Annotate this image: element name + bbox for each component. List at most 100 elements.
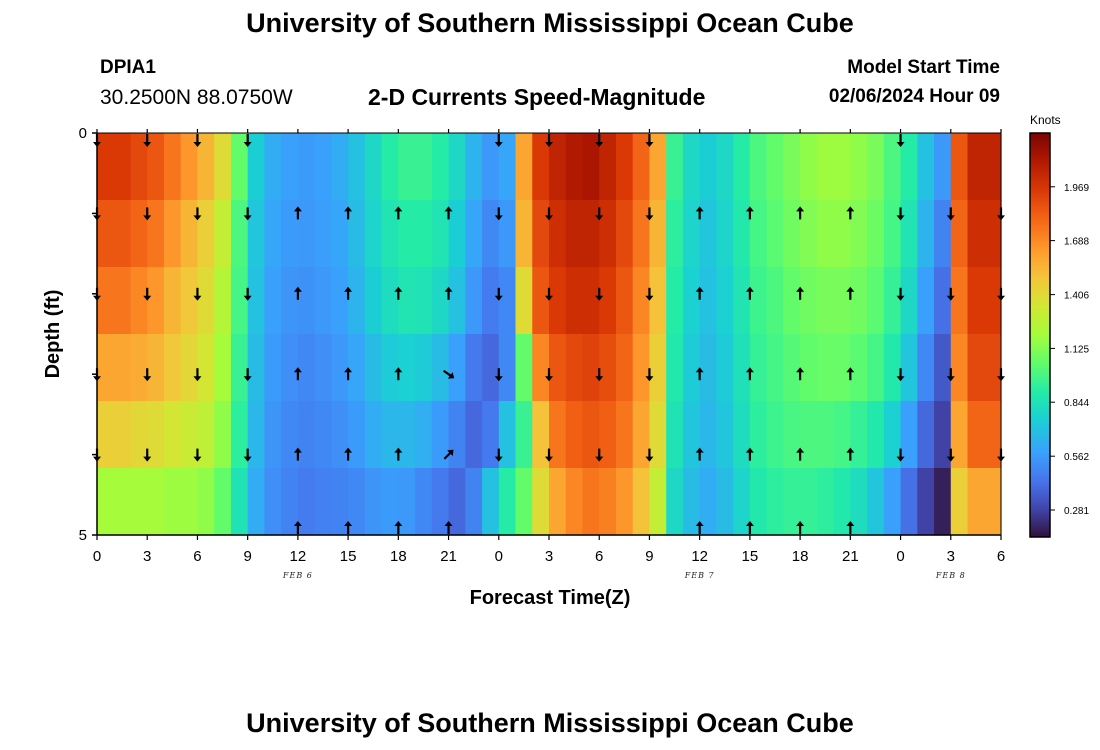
heatmap-cell (950, 334, 969, 402)
heatmap-cell (113, 401, 132, 469)
current-direction-arrow (545, 134, 553, 147)
current-direction-arrow (896, 207, 905, 221)
heatmap-cell (281, 200, 299, 268)
heatmap-cell (130, 200, 148, 268)
current-direction-arrow (695, 367, 704, 381)
heatmap-cell (331, 468, 349, 536)
heatmap-cell (615, 334, 634, 402)
colorbar-gradient (1029, 132, 1051, 538)
heatmap-cell (448, 267, 466, 335)
chart-subtitle: 2-D Currents Speed-Magnitude (368, 84, 706, 110)
heatmap-cell (297, 468, 316, 536)
current-direction-arrow (645, 134, 654, 147)
heatmap-cell (163, 468, 182, 536)
heatmap-cell (264, 468, 282, 536)
heatmap-cell (867, 133, 885, 201)
model-start-value: 02/06/2024 Hour 09 (828, 86, 1000, 107)
heatmap-cell (867, 200, 885, 268)
heatmap-cell (197, 133, 215, 201)
current-direction-arrow (695, 521, 704, 534)
heatmap-cell (816, 267, 835, 335)
current-direction-arrow (143, 287, 152, 301)
current-direction-arrow (444, 286, 453, 300)
current-direction-arrow (494, 368, 503, 382)
heatmap-cell (699, 401, 718, 469)
current-direction-arrow (443, 369, 455, 379)
heatmap-cell (465, 267, 483, 335)
heatmap-cell (816, 468, 835, 536)
heatmap-cell (800, 468, 818, 536)
heatmap-cell (917, 267, 935, 335)
heatmap-cell (833, 334, 851, 402)
current-direction-arrow (545, 287, 553, 301)
current-direction-arrow (243, 207, 252, 221)
station-coordinates: 30.2500N 88.0750W (100, 86, 293, 109)
heatmap-cell (230, 200, 249, 268)
heatmap-cell (816, 200, 835, 268)
heatmap-cell (230, 468, 249, 536)
heatmap-cell (163, 200, 182, 268)
y-axis-label: Depth (ft) (42, 290, 64, 379)
heatmap-cell (281, 133, 299, 201)
heatmap-cell (398, 133, 416, 201)
heatmap-cell (130, 133, 148, 201)
heatmap-cell (766, 267, 784, 335)
heatmap-cell (180, 267, 199, 335)
heatmap-cell (314, 200, 332, 268)
x-tick-label: 3 (143, 548, 151, 565)
heatmap-cell (950, 401, 969, 469)
heatmap-cell (180, 200, 199, 268)
current-direction-arrow (394, 286, 403, 300)
heatmap-cell (766, 133, 784, 201)
x-tick-label: 3 (947, 548, 955, 565)
heatmap-cell (398, 334, 416, 402)
colorbar-tick-label: 0.844 (1064, 398, 1089, 409)
current-direction-arrow (243, 448, 252, 462)
heatmap-cell (482, 267, 500, 335)
heatmap-cell (749, 267, 768, 335)
heatmap-cell (867, 401, 885, 469)
heatmap-cell (415, 468, 433, 536)
current-direction-arrow (796, 286, 805, 300)
heatmap-cell (917, 401, 935, 469)
current-direction-arrow (394, 367, 403, 381)
current-direction-arrow (796, 447, 805, 461)
heatmap-cell (147, 334, 165, 402)
current-direction-arrow (595, 368, 604, 382)
heatmap-cell (415, 200, 433, 268)
current-direction-arrow (796, 206, 805, 220)
heatmap-cell (297, 401, 316, 469)
current-direction-arrow (143, 207, 152, 221)
current-direction-arrow (494, 134, 503, 147)
heatmap-cell (666, 334, 684, 402)
current-direction-arrow (846, 521, 855, 534)
heatmap-cell (766, 200, 784, 268)
heatmap-cell (130, 401, 148, 469)
heatmap-cell (314, 468, 332, 536)
heatmap-cell (230, 267, 249, 335)
heatmap-cell (532, 133, 550, 201)
heatmap-cell (264, 267, 282, 335)
heatmap-cell (749, 468, 768, 536)
current-direction-arrow (394, 447, 403, 461)
heatmap-cell (733, 200, 751, 268)
heatmap-cell (364, 200, 383, 268)
heatmap-cell (532, 468, 550, 536)
current-direction-arrow (193, 448, 202, 462)
heatmap-cell (582, 334, 600, 402)
heatmap-cell (498, 334, 517, 402)
heatmap-cell (348, 401, 366, 469)
heatmap-cell (431, 334, 450, 402)
current-direction-arrow (293, 286, 302, 300)
heatmap-cell (532, 334, 550, 402)
heatmap-cell (666, 468, 684, 536)
heatmap-cell (498, 401, 517, 469)
current-direction-arrow (494, 287, 503, 301)
x-tick-label: 6 (595, 548, 603, 565)
heatmap-cell (582, 401, 600, 469)
current-direction-arrow (143, 134, 152, 147)
current-direction-arrow (545, 207, 553, 221)
heatmap-cell (264, 401, 282, 469)
heatmap-cell (917, 133, 935, 201)
heatmap-cell (749, 200, 768, 268)
